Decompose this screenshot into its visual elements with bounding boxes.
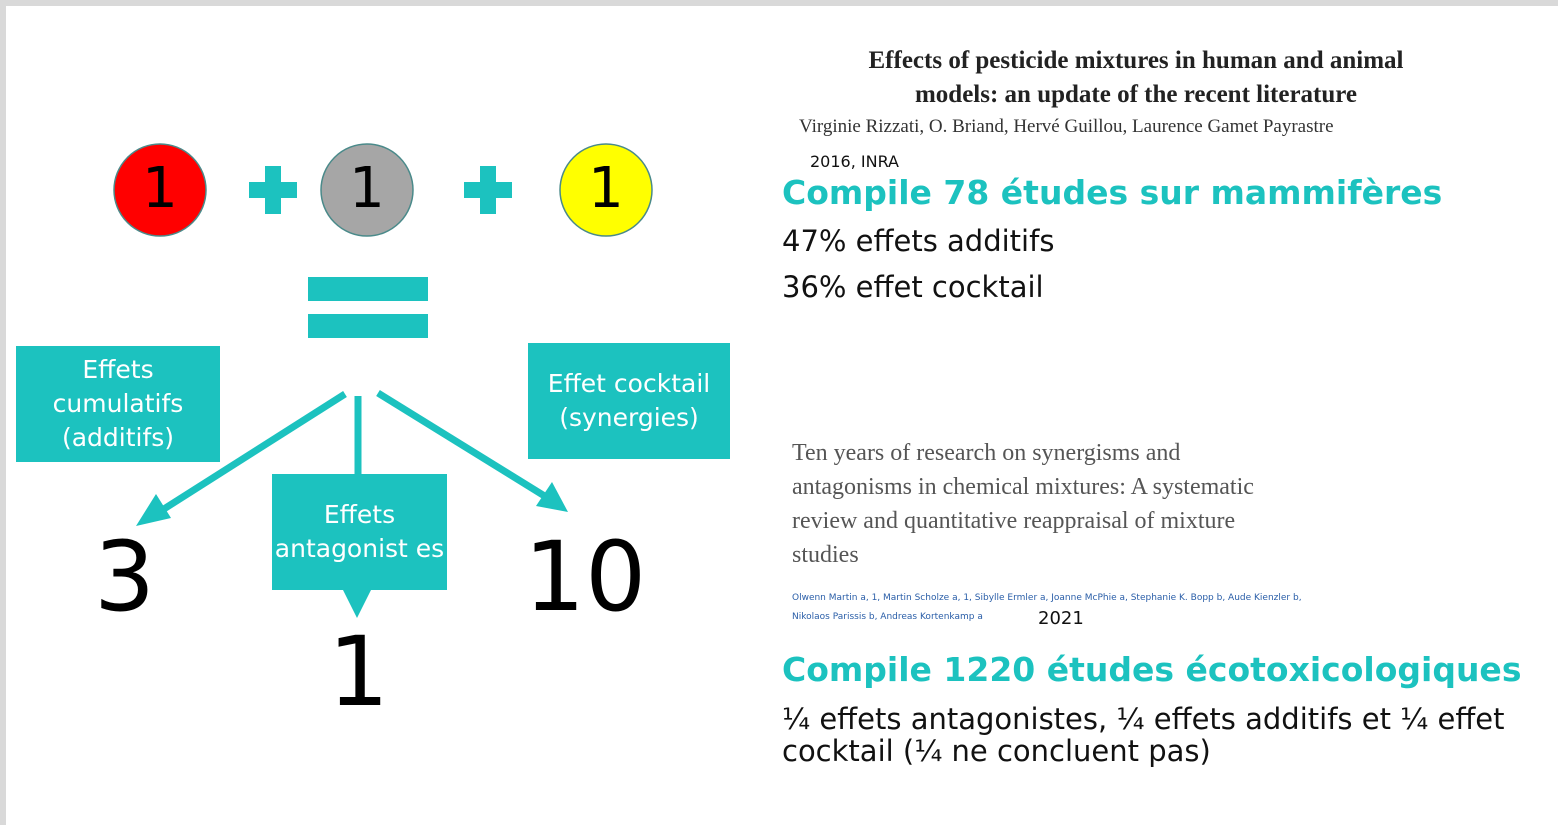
arrow <box>154 391 347 517</box>
diagram: 1 1 1 <box>113 143 653 618</box>
year: 2021 <box>1038 608 1084 629</box>
slide: 1 1 1 Effets cumulatifs (additifs) Effet c… <box>6 6 1558 825</box>
paper-title: Effects of pesticide mixtures in human a… <box>756 44 1516 112</box>
finding: 36% effet cocktail <box>782 270 1044 304</box>
title-line: review and quantitative reappraisal of m… <box>792 508 1236 534</box>
plus <box>265 166 281 214</box>
circle-label: 1 <box>349 156 385 221</box>
operators <box>249 166 512 338</box>
authors: Olwenn Martin a, 1, Martin Scholze a, 1,… <box>792 589 1302 627</box>
circles: 1 1 1 <box>113 143 653 237</box>
circle-label: 1 <box>142 156 178 221</box>
result: 3 <box>94 521 156 633</box>
circle <box>113 143 207 237</box>
finding: 47% effets additifs <box>782 224 1055 258</box>
paper-title: Ten years of research on synergisms and … <box>792 436 1254 572</box>
box: Effets cumulatifs (additifs) <box>16 346 220 462</box>
circle-label: 1 <box>588 156 624 221</box>
circle <box>320 143 414 237</box>
arrow-head <box>136 494 171 526</box>
title-line: studies <box>792 542 859 568</box>
arrow-head <box>536 482 568 512</box>
author-line: Nikolaos Parissis b, Andreas Kortenkamp … <box>792 612 983 622</box>
circle <box>559 143 653 237</box>
finding: ¼ effets antagonistes, ¼ effets additifs… <box>782 702 1505 768</box>
title-line: models: an update of the recent literatu… <box>914 81 1358 108</box>
title-line: antagonisms in chemical mixtures: A syst… <box>792 474 1254 500</box>
headline: Compile 1220 études écotoxicologiques <box>782 650 1522 689</box>
arrow <box>376 390 553 503</box>
result: 1 <box>328 616 390 728</box>
result: 10 <box>524 521 647 633</box>
box: Effet cocktail (synergies) <box>528 343 730 459</box>
equals <box>308 277 428 301</box>
author-line: Olwenn Martin a, 1, Martin Scholze a, 1,… <box>792 593 1302 603</box>
year: 2016, INRA <box>810 152 899 171</box>
headline: Compile 78 études sur mammifères <box>782 173 1443 212</box>
arrow-head <box>343 590 371 618</box>
authors: Virginie Rizzati, O. Briand, Hervé Guill… <box>799 116 1334 137</box>
arrows <box>136 390 568 618</box>
box: Effets antagonist es <box>272 474 447 590</box>
plus <box>480 166 496 214</box>
title-line: Ten years of research on synergisms and <box>792 440 1181 466</box>
title-line: Effects of pesticide mixtures in human a… <box>868 47 1404 74</box>
equals <box>308 314 428 338</box>
